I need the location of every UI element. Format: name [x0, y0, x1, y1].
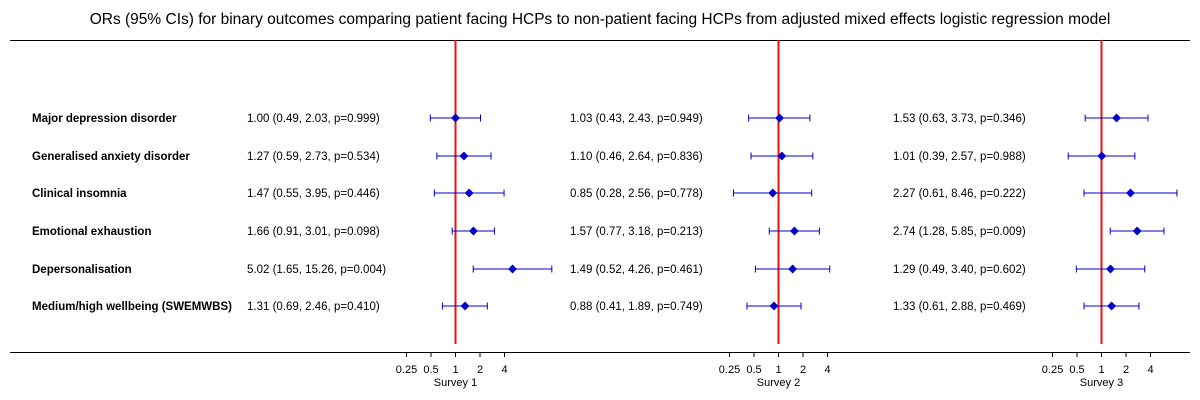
estimate-label: 1.03 (0.43, 2.43, p=0.949) — [570, 113, 703, 125]
x-tick-label: 2 — [477, 364, 483, 376]
or-marker — [769, 301, 779, 311]
estimate-label: 2.27 (0.61, 8.46, p=0.222) — [893, 188, 1026, 200]
or-marker — [459, 151, 469, 161]
x-tick-label: 0.25 — [719, 364, 740, 376]
estimate-label: 1.01 (0.39, 2.57, p=0.988) — [893, 151, 1026, 163]
panel-1: 0.25 0.5 1 2 4 Survey 1 1.00 (0.49, 2.03, p=0.… — [247, 40, 553, 389]
or-marker — [1132, 226, 1142, 236]
or-marker — [1111, 113, 1122, 123]
x-tick-label: 1 — [1098, 364, 1104, 376]
panel-title: Survey 1 — [434, 377, 477, 389]
estimate-label: 1.31 (0.69, 2.46, p=0.410) — [247, 301, 380, 313]
estimate-label: 1.49 (0.52, 4.26, p=0.461) — [570, 264, 703, 276]
panel-2: 0.25 0.5 1 2 4 Survey 2 1.03 (0.43, 2.43, p=0.… — [570, 40, 831, 389]
or-marker — [464, 188, 474, 198]
or-marker — [1107, 301, 1117, 311]
estimate-label: 1.00 (0.49, 2.03, p=0.999) — [247, 113, 380, 125]
or-marker — [774, 113, 785, 123]
outcome-label: Depersonalisation — [32, 264, 132, 276]
x-tick-label: 4 — [824, 364, 830, 376]
x-tick-label: 0.5 — [1069, 364, 1084, 376]
outcome-label: Major depression disorder — [32, 113, 177, 125]
estimate-label: 0.85 (0.28, 2.56, p=0.778) — [570, 188, 703, 200]
or-marker — [1125, 188, 1136, 198]
estimate-label: 1.29 (0.49, 3.40, p=0.602) — [893, 264, 1026, 276]
panel-title: Survey 2 — [757, 377, 800, 389]
x-tick-label: 4 — [501, 364, 507, 376]
estimate-label: 1.57 (0.77, 3.18, p=0.213) — [570, 226, 703, 238]
estimate-label: 1.66 (0.91, 3.01, p=0.098) — [247, 226, 380, 238]
estimate-label: 5.02 (1.65, 15.26, p=0.004) — [247, 264, 386, 276]
or-marker — [777, 151, 787, 161]
estimate-label: 1.47 (0.55, 3.95, p=0.446) — [247, 188, 380, 200]
panel-title: Survey 3 — [1080, 377, 1123, 389]
or-marker — [768, 188, 778, 198]
x-tick-label: 4 — [1147, 364, 1153, 376]
or-marker — [450, 113, 461, 123]
outcome-label: Emotional exhaustion — [32, 226, 152, 238]
estimate-label: 1.53 (0.63, 3.73, p=0.346) — [893, 113, 1026, 125]
or-marker — [1097, 151, 1107, 161]
outcome-label: Medium/high wellbeing (SWEMWBS) — [32, 301, 232, 313]
or-marker — [460, 301, 470, 311]
estimate-label: 1.27 (0.59, 2.73, p=0.534) — [247, 151, 380, 163]
x-tick-label: 0.25 — [396, 364, 417, 376]
or-marker — [468, 226, 478, 236]
estimate-label: 1.33 (0.61, 2.88, p=0.469) — [893, 301, 1026, 313]
x-tick-label: 1 — [775, 364, 781, 376]
or-marker — [1105, 264, 1116, 274]
panel-3: 0.25 0.5 1 2 4 Survey 3 1.53 (0.63, 3.73, p=0.… — [893, 40, 1178, 389]
x-tick-label: 0.5 — [746, 364, 761, 376]
x-tick-label: 0.25 — [1042, 364, 1063, 376]
outcome-label: Clinical insomnia — [32, 188, 127, 200]
or-marker — [507, 264, 518, 274]
estimate-label: 2.74 (1.28, 5.85, p=0.009) — [893, 226, 1026, 238]
or-marker — [788, 264, 798, 274]
x-tick-label: 2 — [1123, 364, 1129, 376]
or-marker — [789, 226, 799, 236]
x-tick-label: 0.5 — [423, 364, 438, 376]
estimate-label: 1.10 (0.46, 2.64, p=0.836) — [570, 151, 703, 163]
chart-title: ORs (95% CIs) for binary outcomes compar… — [89, 11, 1111, 28]
x-tick-label: 1 — [452, 364, 458, 376]
estimate-label: 0.88 (0.41, 1.89, p=0.749) — [570, 301, 703, 313]
outcome-label: Generalised anxiety disorder — [32, 151, 190, 163]
x-tick-label: 2 — [800, 364, 806, 376]
